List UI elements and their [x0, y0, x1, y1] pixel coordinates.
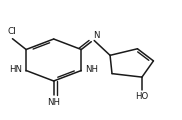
Text: HN: HN [10, 65, 23, 74]
Text: N: N [93, 31, 99, 40]
Text: NH: NH [47, 98, 60, 107]
Text: HO: HO [135, 92, 149, 101]
Text: Cl: Cl [7, 27, 16, 36]
Text: NH: NH [85, 65, 98, 74]
